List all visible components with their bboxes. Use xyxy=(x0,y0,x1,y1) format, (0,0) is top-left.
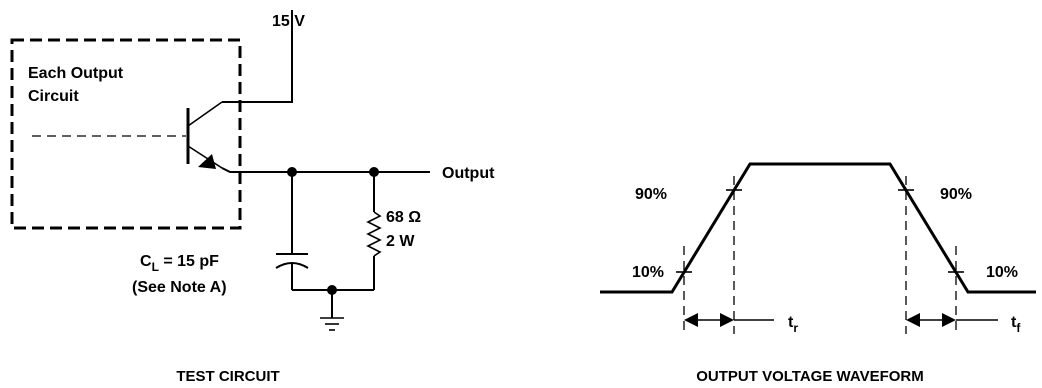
fall-time-label: tf xyxy=(1011,314,1021,335)
output-circuit-box xyxy=(10,38,242,230)
resistor-value: 68 Ω xyxy=(386,209,421,226)
rise-time-label: tr xyxy=(788,314,798,335)
ground-icon xyxy=(320,290,344,331)
npn-transistor xyxy=(186,101,223,169)
output-label: Output xyxy=(442,165,495,182)
label-90-right: 90% xyxy=(940,186,972,203)
resistor-zigzag xyxy=(366,211,382,257)
emitter-arrow-icon xyxy=(198,154,216,169)
collector-wire xyxy=(222,10,293,103)
resistor-power: 2 W xyxy=(386,233,415,250)
waveform-trace xyxy=(600,162,1036,294)
waveform-caption: OUTPUT VOLTAGE WAVEFORM xyxy=(696,368,924,385)
output-wire xyxy=(221,167,430,173)
capacitor-note: (See Note A) xyxy=(132,279,227,296)
label-10-right: 10% xyxy=(986,264,1018,281)
supply-label: 15 V xyxy=(272,13,305,30)
output-waveform: 90% 90% 10% 10% tr tf OUTPUT VOLTAGE WAV… xyxy=(600,162,1036,385)
test-circuit-caption: TEST CIRCUIT xyxy=(176,368,279,385)
test-circuit: Each Output Circuit 15 V Output 68 Ω xyxy=(10,10,495,385)
box-label-line1: Each Output xyxy=(28,65,124,82)
label-10-left: 10% xyxy=(632,264,664,281)
label-90-left: 90% xyxy=(635,186,667,203)
rise-time-dimension xyxy=(684,313,774,327)
box-label-line2: Circuit xyxy=(28,88,79,105)
fall-time-dimension xyxy=(906,313,998,327)
capacitor-label: CL = 15 pF xyxy=(140,253,219,274)
